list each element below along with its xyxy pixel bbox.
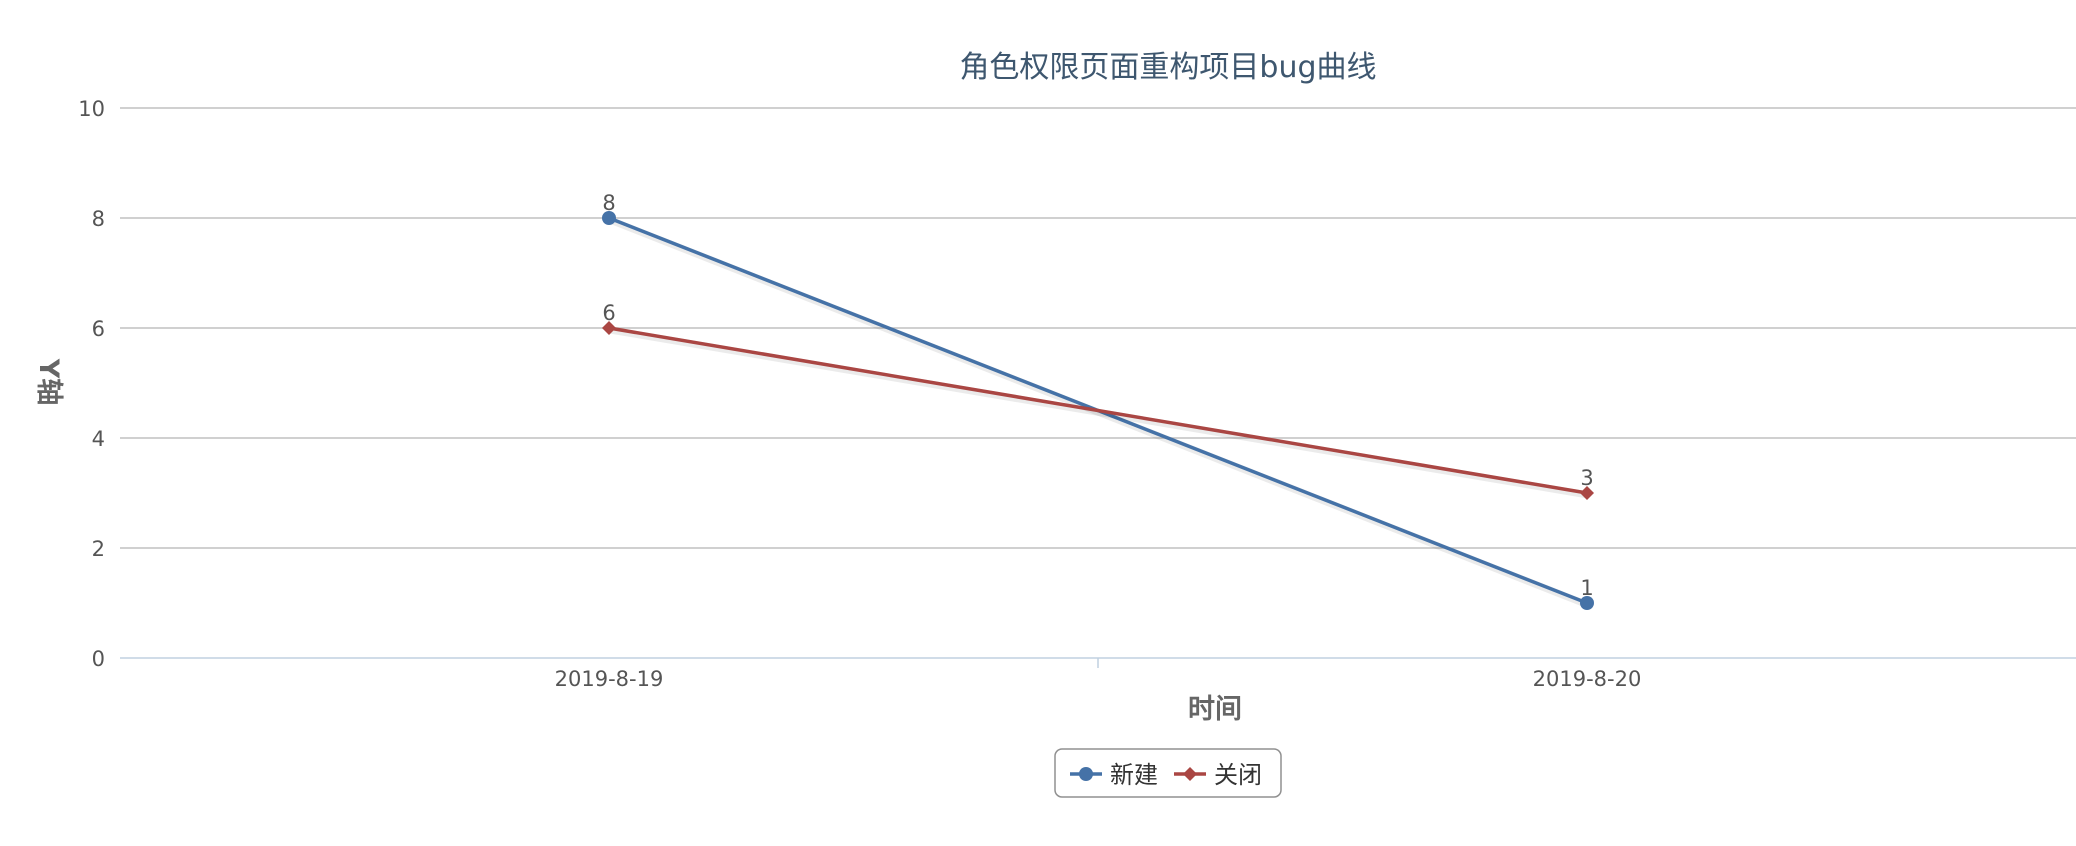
- x-axis-title: 时间: [1188, 694, 1242, 725]
- series-line-1: [609, 328, 1587, 493]
- data-labels: 8 1 6 3: [602, 191, 1593, 600]
- y-tick-label-2: 4: [92, 427, 105, 451]
- data-label-1-0: 6: [602, 301, 615, 325]
- series-shadow-1: [610, 330, 1588, 495]
- x-tick-label-1: 2019-8-20: [1533, 667, 1642, 691]
- y-tick-label-5: 10: [78, 97, 105, 121]
- legend: 新建 关闭: [1055, 749, 1281, 797]
- data-label-0-0: 8: [602, 191, 615, 215]
- legend-label-0: 新建: [1110, 761, 1158, 789]
- y-tick-label-3: 6: [92, 317, 105, 341]
- y-axis-title: Y轴: [33, 358, 64, 406]
- axes: 0 2 4 6 8 10 2019-8-19 2019-8-20: [78, 97, 2076, 691]
- legend-label-1: 关闭: [1214, 761, 1262, 789]
- x-tick-label-0: 2019-8-19: [555, 667, 664, 691]
- y-tick-label-1: 2: [92, 537, 105, 561]
- y-tick-label-4: 8: [92, 207, 105, 231]
- legend-marker-0: [1079, 767, 1093, 781]
- y-tick-label-0: 0: [92, 647, 105, 671]
- series-group: [602, 211, 1594, 610]
- data-label-0-1: 1: [1580, 576, 1593, 600]
- chart-title: 角色权限页面重构项目bug曲线: [959, 50, 1376, 85]
- data-label-1-1: 3: [1580, 466, 1593, 490]
- grid-lines: [120, 108, 2076, 548]
